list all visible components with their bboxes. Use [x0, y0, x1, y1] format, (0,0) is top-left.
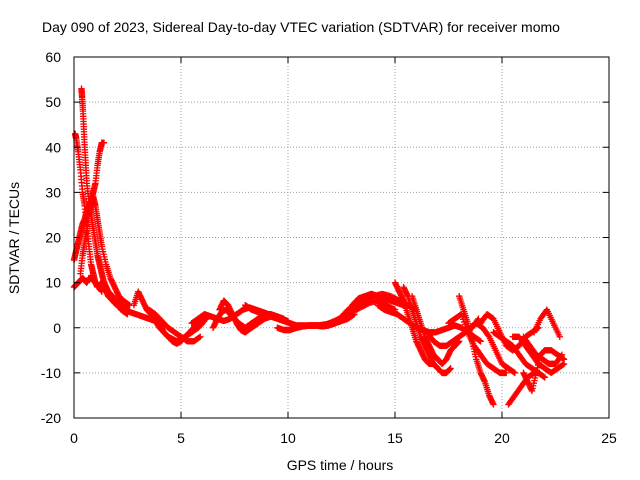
y-tick-label: 0: [53, 320, 61, 336]
series-track-ad: [505, 369, 538, 408]
y-tick-label: 60: [45, 49, 61, 65]
y-tick-label: -20: [41, 410, 61, 426]
y-axis-label: SDTVAR / TECUs: [6, 182, 22, 294]
axis-ticks: 0 5 10 15 20 25 -20 -10 0 10 20 30 40 50 60: [41, 49, 617, 446]
series-track-ac: [530, 306, 563, 340]
data-point: [558, 351, 566, 359]
data-point: [556, 333, 563, 340]
data-point: [447, 365, 454, 372]
x-tick-label: 10: [280, 430, 296, 446]
x-tick-label: 5: [177, 430, 185, 446]
data-point: [503, 369, 510, 377]
chart-title: Day 090 of 2023, Sidereal Day-to-day VTE…: [42, 19, 560, 35]
grid-lines: [74, 57, 609, 418]
series-track-x: [466, 320, 519, 377]
data-point: [98, 288, 106, 295]
series-track-w: [456, 292, 497, 408]
y-tick-label: 50: [45, 94, 61, 110]
data-point: [197, 333, 204, 340]
x-tick-label: 25: [601, 430, 617, 446]
x-tick-label: 20: [494, 430, 510, 446]
data-point: [530, 369, 538, 377]
x-tick-label: 15: [387, 430, 403, 446]
series-track-e: [77, 193, 133, 309]
series-track-t: [408, 292, 463, 368]
series-track-ae: [520, 333, 566, 368]
series-track-h: [145, 306, 204, 345]
data-markers: [70, 85, 568, 408]
y-tick-label: -10: [41, 365, 61, 381]
data-point: [477, 338, 484, 345]
data-point: [511, 369, 519, 377]
x-tick-label: 0: [70, 430, 78, 446]
series-track-d: [70, 274, 106, 295]
y-tick-label: 30: [45, 184, 61, 200]
y-tick-label: 40: [45, 139, 61, 155]
y-tick-label: 20: [45, 230, 61, 246]
data-point: [541, 374, 548, 381]
x-axis-label: GPS time / hours: [287, 457, 394, 473]
data-point: [100, 139, 108, 146]
data-point: [490, 401, 497, 408]
y-tick-label: 10: [45, 275, 61, 291]
data-point: [557, 352, 565, 360]
data-point: [485, 332, 492, 339]
